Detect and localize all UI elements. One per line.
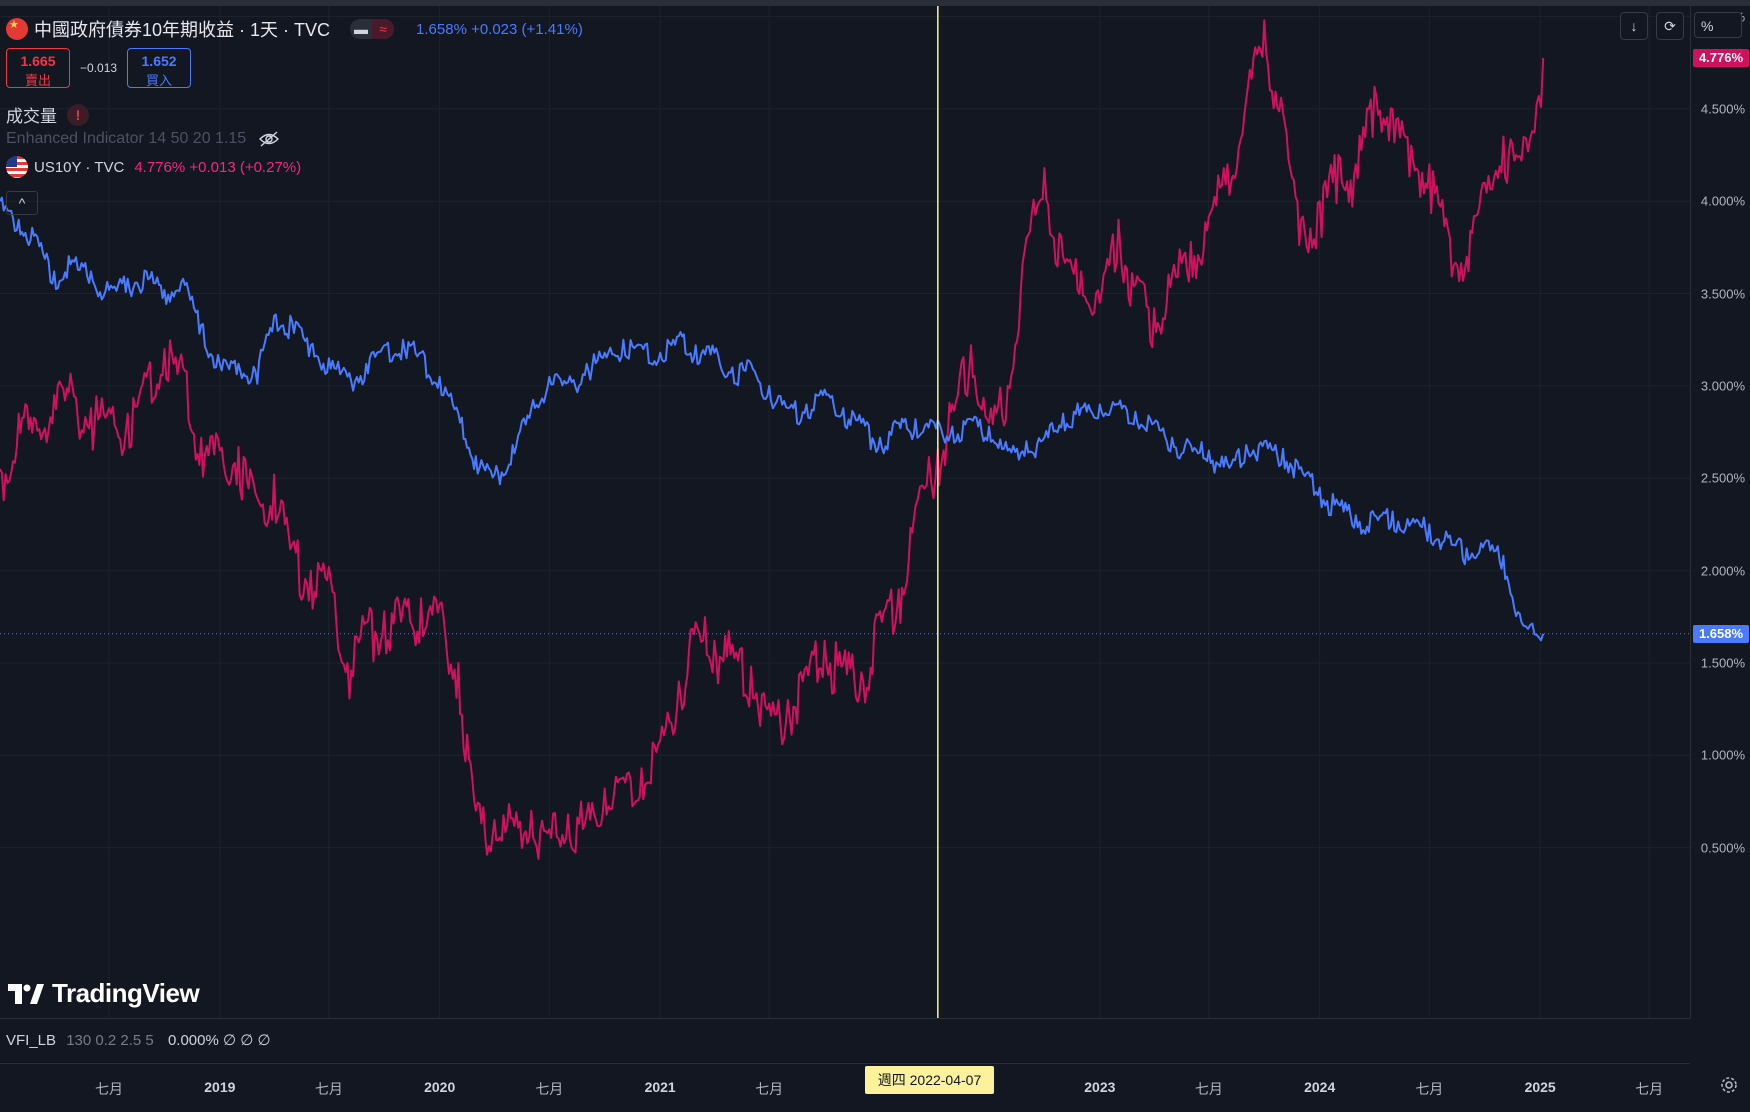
vfi-values: 0.000% ∅ ∅ ∅ [167,1032,271,1049]
spread-value: −0.013 [80,61,118,75]
price-tick-label: 3.000% [1700,378,1745,394]
quote-buttons: 1.665 賣出 −0.013 1.652 買入 [6,48,192,88]
us10y-yield-line [0,19,1545,860]
sell-price: 1.665 [20,53,56,69]
main-series-title[interactable]: 中國政府債券10年期收益 · 1天 · TVC [34,20,331,40]
reset-chart-button[interactable]: ⟳ [1656,12,1684,40]
volume-legend[interactable]: 成交量 ! [6,102,89,127]
time-tick-label: 七月 [1194,1081,1223,1097]
time-tick-label: 七月 [1635,1081,1664,1097]
price-tick-label: 4.000% [1700,193,1745,209]
time-tick-label: 2021 [644,1079,676,1095]
price-tick-label: 3.500% [1700,286,1745,302]
price-tick-label: 4.500% [1700,101,1745,117]
buy-price: 1.652 [141,53,177,69]
logo-text: TradingView [52,978,200,1008]
compare-series-values: 4.776% +0.013 (+0.27%) [134,158,302,176]
vfi-name: VFI_LB [6,1032,57,1049]
collapse-legend-button[interactable]: ^ [6,191,38,215]
time-tick-label: 七月 [535,1081,564,1097]
window-top-edge [0,0,1750,6]
tradingview-logo[interactable]: TradingView [8,978,200,1009]
last-value-badge: 1.658% [1693,624,1749,643]
china-yield-line [0,196,1545,642]
sell-button[interactable]: 1.665 賣出 [6,48,70,88]
volume-label: 成交量 [6,107,57,126]
buy-button[interactable]: 1.652 買入 [127,48,192,88]
chart-canvas[interactable] [0,6,1690,1019]
main-series-values: 1.658% +0.023 (+1.41%) [416,20,583,38]
buy-label: 買入 [146,73,173,88]
percent-scale-button[interactable]: % [1694,12,1742,38]
crosshair-date-label: 週四 2022-04-07 [865,1066,994,1094]
price-tick-label: 2.000% [1700,563,1745,579]
sell-label: 賣出 [24,73,51,88]
indicator-label: Enhanced Indicator 14 50 20 1.15 [6,130,247,147]
compare-series-legend[interactable]: US10Y · TVC 4.776% +0.013 (+0.27%) [6,156,301,178]
last-value-badge: 4.776% [1693,48,1749,67]
pane-separator[interactable] [0,1018,1690,1019]
market-status-icon[interactable]: ▬ [354,21,369,37]
price-axis[interactable]: 0.500% 1.000% 1.500% 2.000% 2.500% 3.000% 3.50… [1690,6,1750,1019]
time-tick-label: 七月 [314,1081,343,1097]
main-series-legend: 中國政府債券10年期收益 · 1天 · TVC ▬ ≈ 1.658% +0.02… [6,16,583,42]
price-tick-label: 1.500% [1700,655,1745,671]
price-tick-label: 2.500% [1700,470,1745,486]
time-tick-label: 2020 [424,1079,456,1095]
time-tick-label: 2024 [1304,1079,1336,1095]
price-tick-label: 1.000% [1700,747,1745,763]
time-tick-label: 七月 [95,1081,124,1097]
vfi-params: 130 0.2 2.5 5 [66,1032,154,1049]
time-axis[interactable]: 七月 2019 七月 2020 七月 2021 七月 2023 七月 2024 七月 2025 七月 [0,1064,1750,1112]
time-tick-label: 七月 [755,1081,784,1097]
scroll-to-latest-button[interactable]: ↓ [1620,12,1648,40]
time-tick-label: 七月 [1415,1081,1444,1097]
chart-plot-area[interactable] [0,6,1690,1019]
us-flag-icon [6,156,28,178]
price-tick-label: 0.500% [1700,840,1745,856]
time-tick-label: 2023 [1084,1079,1116,1095]
vfi-legend[interactable]: VFI_LB 130 0.2 2.5 5 0.000% ∅ ∅ ∅ [6,1031,271,1049]
tradingview-logo-icon [8,983,44,1004]
time-tick-label: 2019 [204,1079,236,1095]
warning-icon[interactable]: ! [67,103,89,126]
china-flag-icon [6,18,28,40]
time-tick-label: 2025 [1524,1079,1556,1095]
vfi-indicator-pane[interactable]: VFI_LB 130 0.2 2.5 5 0.000% ∅ ∅ ∅ [0,1019,1690,1064]
market-status-tags: ▬ ≈ [350,19,395,39]
hidden-eye-icon[interactable] [258,131,280,147]
indicator-legend[interactable]: Enhanced Indicator 14 50 20 1.15 [6,130,280,148]
delayed-data-icon[interactable]: ≈ [372,19,395,39]
settings-gear-icon[interactable] [1718,1074,1740,1096]
compare-series-title: US10Y · TVC [34,158,125,176]
